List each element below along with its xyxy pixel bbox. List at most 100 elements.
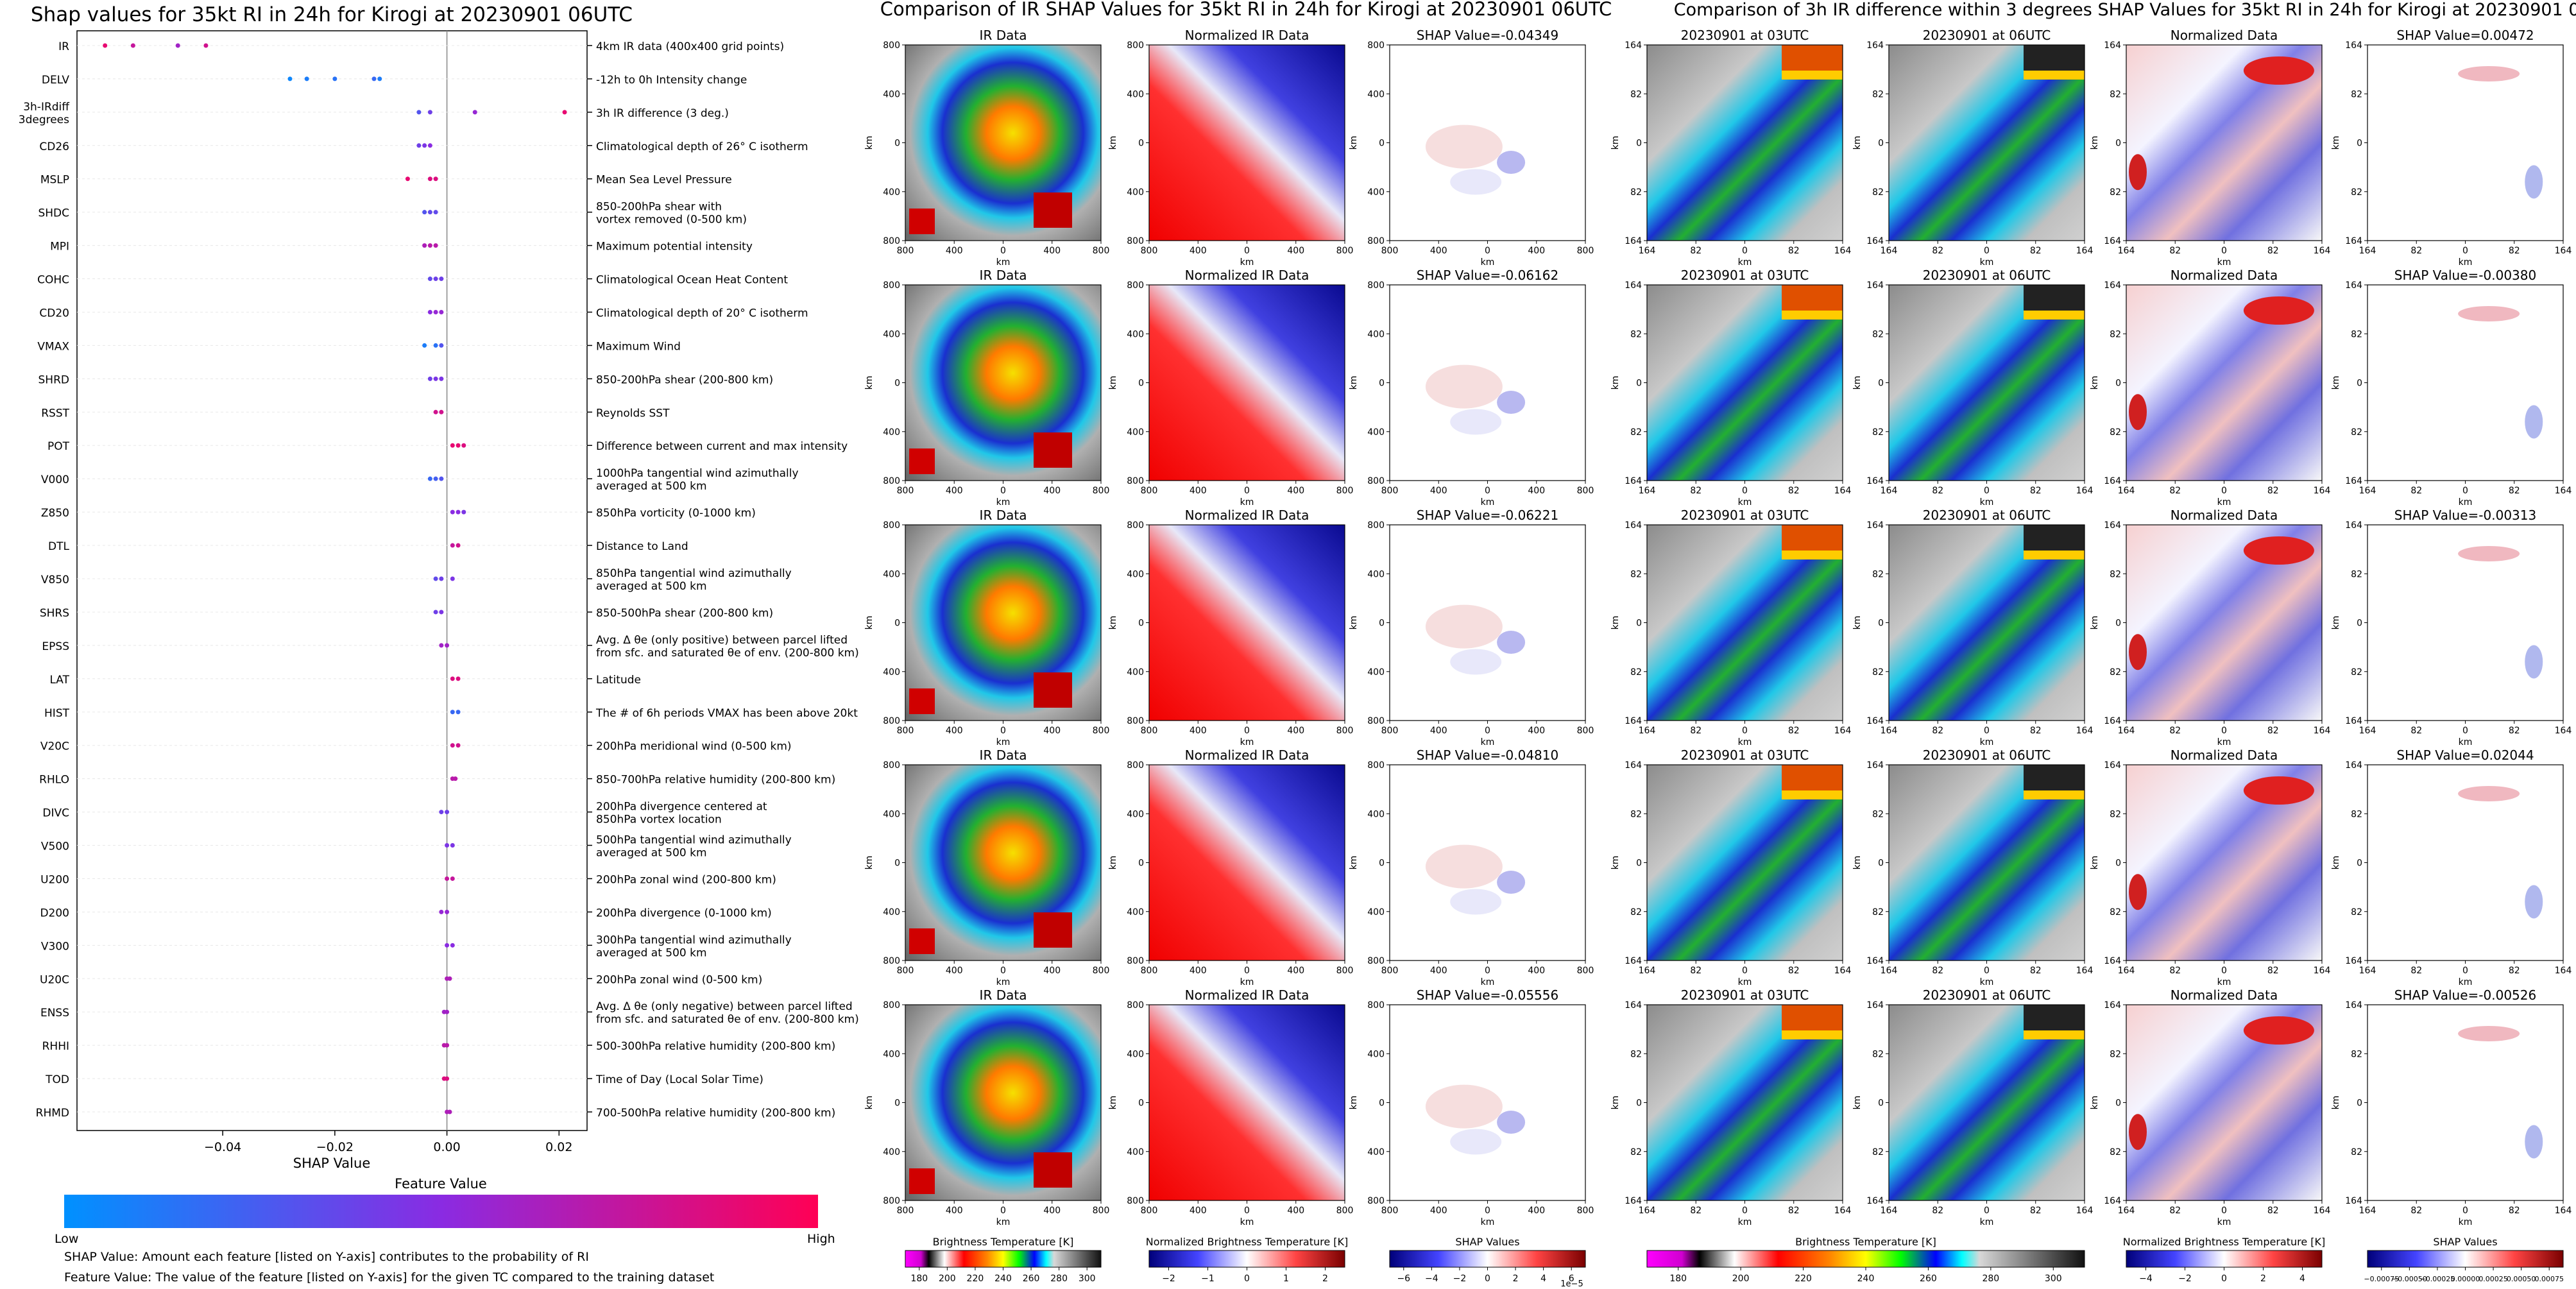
ir-ytick-label: 400 (1127, 1147, 1144, 1157)
ir-norm-colorbar-tick-label: 1 (1283, 1274, 1289, 1284)
norm-red-patch (2243, 776, 2314, 805)
cold-top-corner (2024, 525, 2085, 551)
diff-ytick-label: 0 (1636, 858, 1642, 869)
diff-xtick-label: 82 (1932, 486, 1943, 496)
diff-ytick-label: 164 (2104, 236, 2121, 246)
feature-label-25: U200 (40, 873, 69, 886)
diff-ytick-label: 82 (2351, 569, 2362, 579)
diff-xtick-label: 0 (1742, 726, 1748, 736)
diff-ytick-label: 164 (2345, 760, 2362, 771)
ir-xtick-label: 800 (1093, 966, 1110, 976)
cold-top-corner (1782, 45, 1843, 71)
diff-xtick-label: 164 (1639, 726, 1656, 736)
feature-desc-23: 850hPa vortex location (596, 814, 722, 826)
ir-panel-title-r1c2: SHAP Value=-0.06162 (1417, 268, 1558, 283)
ir-ytick-label: 800 (1127, 1196, 1144, 1206)
shap-point (445, 1043, 450, 1048)
feature-label-17: SHRS (40, 607, 69, 620)
diff-ylabel: km (1852, 616, 1863, 630)
diff-xtick-label: 82 (2169, 966, 2181, 976)
diff-xtick-label: 164 (2314, 726, 2331, 736)
ir-xtick-label: 400 (1190, 966, 1207, 976)
diff-ytick-label: 164 (2345, 1196, 2362, 1206)
diff-xtick-label: 164 (2076, 726, 2094, 736)
shap-red-patch (1425, 844, 1503, 889)
ir-xtick-label: 800 (897, 726, 914, 736)
diff-xtick-label: 0 (2221, 1206, 2227, 1216)
ir-shap-colorbar-tick-label: −4 (1425, 1274, 1438, 1284)
ir-xtick-label: 0 (1485, 966, 1490, 976)
diff-xtick-label: 164 (1834, 966, 1852, 976)
shap-point (450, 576, 455, 581)
diff-panel-title-r4c2: Normalized Data (2171, 987, 2278, 1003)
diff-xlabel: km (2217, 257, 2231, 268)
ir-xtick-label: 0 (1244, 726, 1250, 736)
diff-xlabel: km (2459, 977, 2473, 987)
ir-ytick-label: 800 (1367, 1196, 1385, 1206)
diff-xtick-label: 82 (2030, 1206, 2042, 1216)
feature-label-27: V300 (41, 940, 69, 953)
shap-point (433, 476, 438, 481)
diff-ytick-label: 82 (1630, 569, 1642, 579)
ir-xtick-label: 400 (1528, 966, 1545, 976)
diff-ylabel: km (1852, 1096, 1863, 1110)
ir-ylabel: km (1108, 136, 1118, 150)
diff-xtick-label: 164 (1881, 246, 1898, 256)
x-tick-label: −0.04 (204, 1140, 241, 1154)
diff-ytick-label: 164 (1866, 760, 1884, 771)
ir-ytick-label: 400 (1127, 187, 1144, 198)
ir-xtick-label: 400 (946, 1206, 963, 1216)
feature-label-1: DELV (42, 74, 69, 87)
shap-point (439, 610, 444, 615)
diff-ytick-label: 0 (1636, 1098, 1642, 1109)
feature-label-2: 3degrees (19, 114, 69, 126)
diff-ytick-label: 164 (1866, 236, 1884, 246)
shap-red-patch (2458, 546, 2520, 561)
ir-ytick-label: 800 (883, 236, 900, 246)
summary-title: Shap values for 35kt RI in 24h for Kirog… (31, 3, 633, 26)
ir-panel-image (1149, 525, 1345, 721)
feature-desc-6: Maximum potential intensity (596, 241, 753, 253)
diff-ytick-label: 164 (2345, 476, 2362, 486)
ir-ytick-label: 0 (1379, 139, 1385, 149)
ir-xlabel: km (1240, 977, 1254, 987)
shap-red-patch (2458, 1026, 2520, 1041)
diff-xtick-label: 164 (2118, 1206, 2135, 1216)
feature-desc-2: 3h IR difference (3 deg.) (596, 107, 729, 120)
ir-xtick-label: 400 (1190, 246, 1207, 256)
ir-ytick-label: 800 (1367, 280, 1385, 291)
ir-xtick-label: 800 (1093, 246, 1110, 256)
diff-norm-colorbar-tick-label: 0 (2221, 1274, 2227, 1284)
diff-xtick-label: 82 (2169, 1206, 2181, 1216)
feature-label-0: IR (58, 40, 69, 53)
ir-ylabel: km (1349, 616, 1359, 630)
ir-ytick-label: 800 (1127, 956, 1144, 966)
shap-point (445, 943, 450, 948)
shap-point (433, 210, 438, 215)
shap-point (427, 210, 432, 215)
ir-ytick-label: 800 (883, 280, 900, 291)
ir-xlabel: km (1481, 497, 1495, 508)
feature-desc-30: 500-300hPa relative humidity (200-800 km… (596, 1040, 835, 1053)
diff-panel-title-r1c2: Normalized Data (2171, 268, 2278, 283)
ir-ytick-label: 800 (1367, 236, 1385, 246)
diff-ytick-label: 164 (2345, 1000, 2362, 1011)
diff-ytick-label: 82 (1630, 667, 1642, 678)
feature-label-31: TOD (45, 1073, 69, 1086)
ir-panel-title-r1c0: IR Data (980, 268, 1027, 283)
ir-xtick-label: 0 (1485, 486, 1490, 496)
diff-panel-title-r0c2: Normalized Data (2171, 28, 2278, 43)
feature-desc-25: 200hPa zonal wind (200-800 km) (596, 873, 776, 886)
ir-ytick-label: 400 (1367, 1147, 1385, 1157)
shap-point (439, 277, 444, 282)
diff-xtick-label: 82 (1690, 1206, 1702, 1216)
diff-xtick-label: 164 (1881, 726, 1898, 736)
diff-panel-title-r3c0: 20230901 at 03UTC (1681, 747, 1809, 763)
shap-point (427, 143, 432, 148)
x-tick-label: 0.00 (433, 1140, 460, 1154)
shap-point (287, 76, 293, 81)
diff-xtick-label: 164 (2555, 966, 2572, 976)
ir-xtick-label: 0 (1000, 1206, 1006, 1216)
diff-xtick-label: 82 (1932, 966, 1943, 976)
